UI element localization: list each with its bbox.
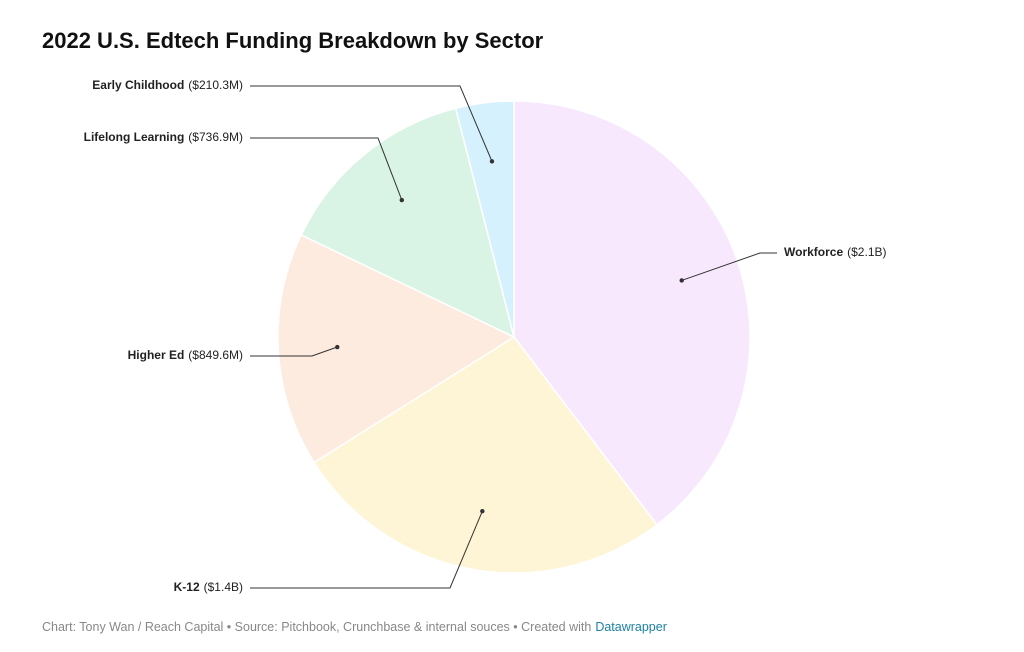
leader-dot bbox=[679, 278, 684, 283]
chart-title: 2022 U.S. Edtech Funding Breakdown by Se… bbox=[42, 28, 544, 53]
slice-label: Lifelong Learning ($736.9M) bbox=[84, 130, 243, 144]
value-label: ($2.1B) bbox=[847, 245, 886, 259]
slice-label: Higher Ed ($849.6M) bbox=[128, 348, 243, 362]
pie-slice bbox=[277, 233, 516, 464]
labels: Workforce ($2.1B) K-12 ($1.4B) Higher Ed ($84… bbox=[84, 78, 887, 594]
value-label: ($1.4B) bbox=[204, 580, 243, 594]
leader-line bbox=[250, 510, 483, 589]
value-label: ($849.6M) bbox=[188, 348, 243, 362]
footer-link[interactable]: Datawrapper bbox=[595, 620, 667, 634]
category-label: Higher Ed bbox=[128, 348, 185, 362]
leader-dot bbox=[335, 344, 340, 350]
footer-text: Chart: Tony Wan / Reach Capital • Source… bbox=[42, 620, 591, 634]
leader-dot bbox=[489, 159, 495, 164]
category-label: K-12 bbox=[174, 580, 200, 594]
leader-line bbox=[250, 346, 338, 357]
slice-label: Workforce ($2.1B) bbox=[784, 245, 887, 259]
pie-slice bbox=[313, 336, 658, 574]
pie bbox=[277, 100, 751, 574]
leader-line bbox=[681, 252, 777, 281]
leader-line bbox=[250, 85, 493, 162]
footer: Chart: Tony Wan / Reach Capital • Source… bbox=[42, 620, 667, 634]
category-label: Lifelong Learning bbox=[84, 130, 185, 144]
pie-slice bbox=[513, 100, 751, 526]
pie-slice bbox=[454, 100, 515, 338]
category-label: Workforce bbox=[784, 245, 843, 259]
value-label: ($210.3M) bbox=[188, 78, 243, 92]
value-label: ($736.9M) bbox=[188, 130, 243, 144]
slice-label: Early Childhood ($210.3M) bbox=[92, 78, 243, 92]
category-label: Early Childhood bbox=[92, 78, 184, 92]
leader-dot bbox=[399, 197, 405, 203]
leader-dot bbox=[480, 508, 485, 514]
leader-line bbox=[250, 137, 403, 201]
pie-slice bbox=[300, 107, 516, 339]
slice-label: K-12 ($1.4B) bbox=[174, 580, 243, 594]
